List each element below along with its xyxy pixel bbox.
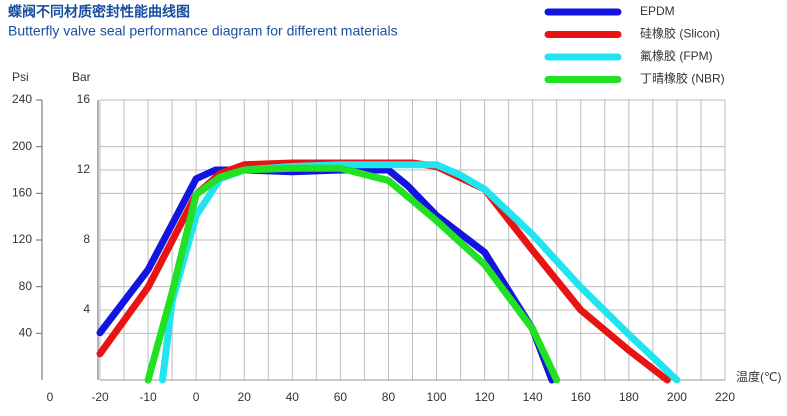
chart-title: 蝶阀不同材质密封性能曲线图 — [8, 4, 190, 20]
y2-tick-label: 200 — [12, 139, 32, 153]
x-tick-label: 220 — [715, 390, 735, 404]
x-tick-label: -20 — [91, 390, 109, 404]
legend-label: EPDM — [640, 4, 675, 18]
y2-tick-label: 40 — [19, 326, 33, 340]
y2-tick-label: 120 — [12, 232, 32, 246]
x-tick-label: 100 — [427, 390, 447, 404]
y-tick-label: 16 — [77, 92, 91, 106]
series-line — [144, 164, 561, 384]
y-tick-label: 4 — [83, 302, 90, 316]
x-tick-label: 80 — [382, 390, 396, 404]
legend-label: 丁晴橡胶 (NBR) — [640, 71, 725, 86]
legend-label: 氟橡胶 (FPM) — [640, 48, 713, 63]
y2-axis-label: Psi — [12, 70, 29, 84]
x-tick-label: 180 — [619, 390, 639, 404]
x-tick-label: 120 — [475, 390, 495, 404]
x-tick-label: 20 — [238, 390, 252, 404]
y-tick-label: 8 — [83, 232, 90, 246]
chart-subtitle: Butterfly valve seal performance diagram… — [8, 23, 398, 39]
x-tick-label: 140 — [523, 390, 543, 404]
x-tick-label: -10 — [139, 390, 157, 404]
x-tick-label: 200 — [667, 390, 687, 404]
x-tick-label: 0 — [193, 390, 200, 404]
origin-label: 0 — [47, 390, 54, 404]
x-tick-label: 160 — [571, 390, 591, 404]
x-axis-label: 温度(℃) — [736, 369, 781, 384]
y-tick-label: 12 — [77, 162, 91, 176]
series-line — [159, 161, 681, 384]
x-tick-label: 60 — [334, 390, 348, 404]
y2-tick-label: 80 — [19, 279, 33, 293]
y-axis-label: Bar — [72, 70, 91, 84]
y2-tick-label: 240 — [12, 92, 32, 106]
legend-label: 硅橡胶 (Slicon) — [640, 26, 720, 41]
y2-tick-label: 160 — [12, 186, 32, 200]
x-tick-label: 40 — [286, 390, 300, 404]
